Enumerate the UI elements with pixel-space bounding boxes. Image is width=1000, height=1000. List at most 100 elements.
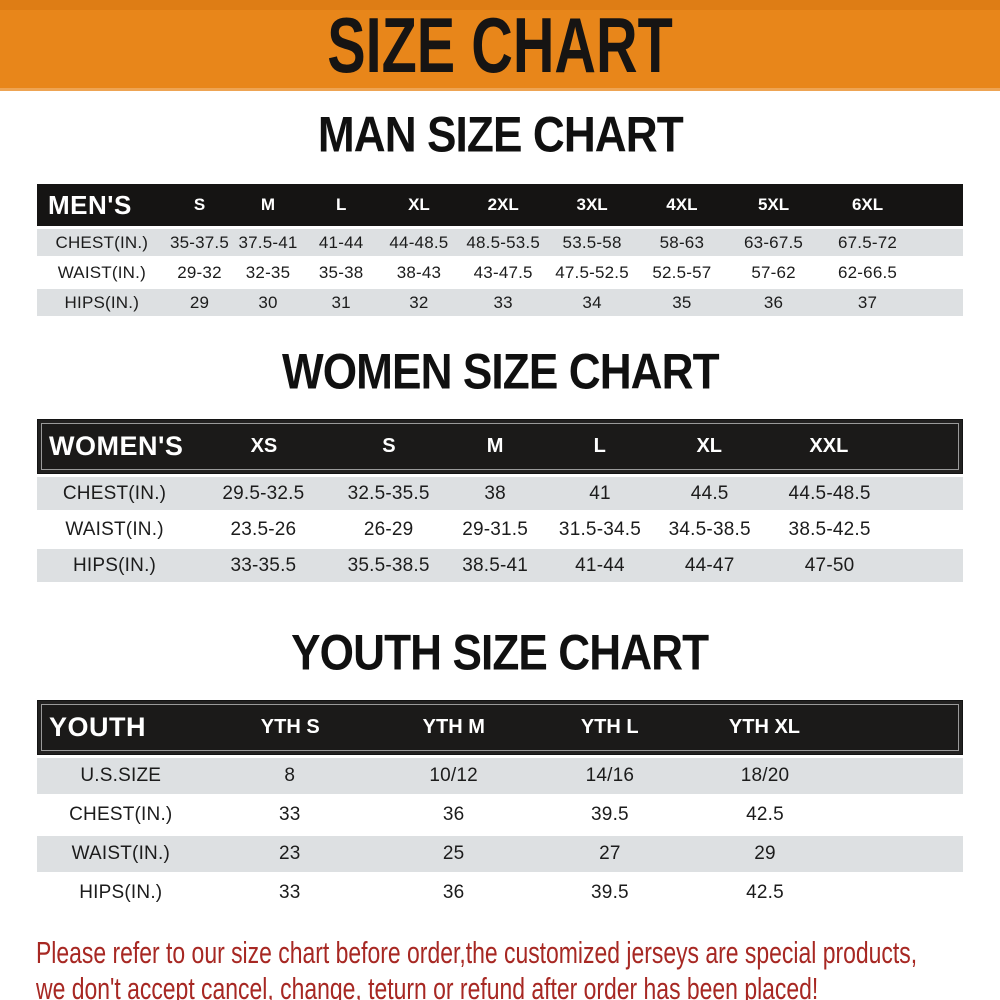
cell-value: 42.5 [746, 882, 784, 903]
men-col-header: 2XL [487, 195, 519, 214]
cell-value: 53.5-58 [562, 232, 622, 252]
row-label: CHEST(IN.) [62, 482, 167, 504]
row-label: CHEST(IN.) [69, 804, 173, 825]
cell-value: 33 [279, 882, 301, 903]
cell-value: 34.5-38.5 [668, 518, 751, 540]
women-col-header: S [382, 435, 396, 457]
women-section-heading: WOMEN SIZE CHART [0, 345, 1000, 400]
youth-ussize-row: U.S.SIZE 8 10/12 14/16 18/20 [37, 758, 963, 794]
cell-value: 29.5-32.5 [222, 482, 305, 504]
cell-value: 18/20 [740, 765, 790, 786]
cell-value: 44-47 [684, 554, 735, 576]
men-corner-label: MEN'S [48, 189, 132, 220]
cell-value: 42.5 [746, 804, 784, 825]
cell-value: 36 [763, 292, 784, 312]
youth-corner-label: YOUTH [49, 712, 146, 742]
cell-value: 38 [484, 482, 506, 504]
youth-col-header: YTH L [580, 716, 639, 738]
cell-value: 52.5-57 [652, 262, 712, 282]
men-col-header: M [260, 195, 276, 214]
cell-value: 35.5-38.5 [347, 554, 430, 576]
cell-value: 39.5 [591, 804, 629, 825]
cell-value: 62-66.5 [838, 262, 898, 282]
cell-value: 10/12 [429, 765, 478, 786]
cell-value: 44.5 [690, 482, 729, 504]
row-label: HIPS(IN.) [73, 554, 157, 576]
women-col-header: L [593, 435, 606, 457]
youth-table-header-row: YOUTH YTH S YTH M YTH L YTH XL [37, 700, 963, 755]
cell-value: 44.5-48.5 [788, 482, 871, 504]
men-col-header: 3XL [576, 195, 608, 214]
row-label: U.S.SIZE [80, 765, 162, 786]
youth-col-header: YTH XL [728, 716, 801, 738]
youth-col-header: YTH S [260, 716, 320, 738]
cell-value: 8 [284, 765, 296, 786]
cell-value: 41-44 [318, 232, 364, 252]
cell-value: 29-31.5 [462, 518, 529, 540]
cell-value: 38-43 [396, 262, 442, 282]
men-hips-row: HIPS(IN.) 29 30 31 32 33 34 35 36 37 [37, 289, 963, 316]
cell-value: 44-48.5 [389, 232, 449, 252]
women-heading-text: WOMEN SIZE CHART [281, 344, 720, 401]
cell-value: 33 [279, 804, 301, 825]
cell-value: 35-37.5 [169, 232, 230, 252]
cell-value: 41 [589, 482, 611, 504]
youth-col-header: YTH M [422, 716, 485, 738]
women-chest-row: CHEST(IN.) 29.5-32.5 32.5-35.5 38 41 44.… [37, 477, 963, 510]
youth-waist-row: WAIST(IN.) 23 25 27 29 [37, 836, 963, 872]
cell-value: 39.5 [591, 882, 629, 903]
cell-value: 30 [258, 292, 278, 312]
cell-value: 48.5-53.5 [466, 232, 540, 252]
footer-disclaimer-line2: we don't accept cancel, change, teturn o… [36, 971, 819, 1000]
youth-section-heading: YOUTH SIZE CHART [0, 626, 1000, 681]
men-table-header-row: MEN'S S M L XL 2XL 3XL 4XL 5XL 6XL [37, 184, 963, 226]
men-col-header: 6XL [851, 195, 884, 214]
cell-value: 32 [409, 292, 429, 312]
cell-value: 25 [442, 843, 465, 864]
footer-disclaimer: Please refer to our size chart before or… [36, 935, 1000, 1000]
row-label: HIPS(IN.) [79, 882, 163, 903]
women-waist-row: WAIST(IN.) 23.5-26 26-29 29-31.5 31.5-34… [37, 513, 963, 546]
men-col-header: 5XL [757, 195, 790, 214]
youth-heading-text: YOUTH SIZE CHART [291, 625, 709, 682]
cell-value: 47.5-52.5 [555, 262, 629, 282]
row-label: HIPS(IN.) [64, 292, 140, 312]
cell-value: 43-47.5 [473, 262, 533, 282]
cell-value: 35 [672, 292, 692, 312]
cell-value: 37 [857, 292, 878, 312]
cell-value: 31 [331, 292, 351, 312]
men-waist-row: WAIST(IN.) 29-32 32-35 35-38 38-43 43-47… [37, 259, 963, 286]
men-size-table: MEN'S S M L XL 2XL 3XL 4XL 5XL 6XL CHEST… [37, 184, 963, 316]
banner-title: SIZE CHART [327, 2, 673, 89]
cell-value: 29 [189, 292, 210, 312]
men-chest-row: CHEST(IN.) 35-37.5 37.5-41 41-44 44-48.5… [37, 229, 963, 256]
women-col-header: XXL [809, 435, 849, 457]
cell-value: 67.5-72 [838, 232, 898, 252]
cell-value: 63-67.5 [744, 232, 804, 252]
cell-value: 58-63 [659, 232, 705, 252]
size-chart-banner: SIZE CHART [0, 0, 1000, 91]
men-col-header: 4XL [666, 195, 698, 214]
cell-value: 36 [442, 804, 465, 825]
cell-value: 29-32 [177, 262, 222, 282]
cell-value: 38.5-41 [462, 554, 529, 576]
cell-value: 34 [582, 292, 602, 312]
men-col-header: S [193, 195, 206, 214]
cell-value: 32.5-35.5 [347, 482, 430, 504]
cell-value: 27 [599, 843, 621, 864]
cell-value: 26-29 [363, 518, 414, 540]
cell-value: 57-62 [751, 262, 796, 282]
women-size-table: WOMEN'S XS S M L XL XXL CHEST(IN.) 29.5-… [37, 419, 963, 582]
row-label: WAIST(IN.) [65, 518, 164, 540]
men-col-header: XL [408, 195, 430, 214]
cell-value: 31.5-34.5 [558, 518, 642, 540]
youth-chest-row: CHEST(IN.) 33 36 39.5 42.5 [37, 797, 963, 833]
row-label: CHEST(IN.) [55, 232, 149, 252]
men-col-header: L [335, 195, 347, 214]
cell-value: 38.5-42.5 [788, 518, 871, 540]
women-hips-row: HIPS(IN.) 33-35.5 35.5-38.5 38.5-41 41-4… [37, 549, 963, 582]
footer-disclaimer-line1: Please refer to our size chart before or… [36, 935, 918, 970]
cell-value: 33 [493, 292, 513, 312]
men-section-heading: MAN SIZE CHART [0, 108, 1000, 163]
cell-value: 36 [442, 882, 465, 903]
